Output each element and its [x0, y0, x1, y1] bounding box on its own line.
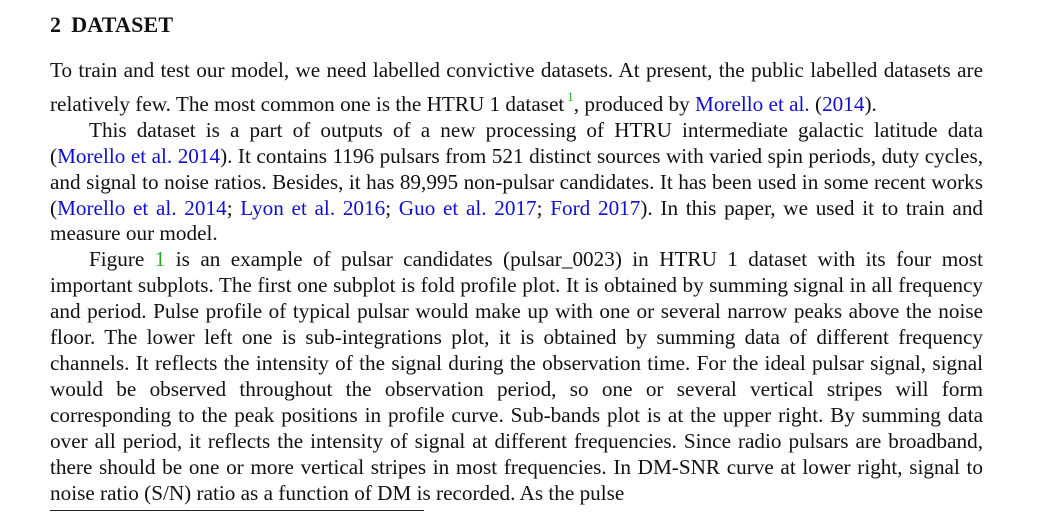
- text-run: is an example of pulsar candidates (puls…: [50, 247, 983, 505]
- citation-link[interactable]: Guo et al. 2017: [398, 195, 537, 220]
- footnote-rule: [50, 510, 424, 511]
- text-run: Figure: [89, 247, 155, 272]
- text-run: This dataset is a part of outputs of a n…: [50, 117, 983, 168]
- citation-link[interactable]: Morello et al. 2014: [57, 195, 227, 220]
- citation-link[interactable]: Morello et al. 2014: [57, 143, 221, 168]
- paragraph: To train and test our model, we need lab…: [50, 58, 983, 118]
- citation-link[interactable]: 2014: [822, 91, 865, 116]
- footnote-marker[interactable]: 1: [567, 88, 574, 104]
- text-run: ;: [226, 195, 241, 220]
- figure-reference-link[interactable]: 1: [154, 247, 166, 272]
- text-run: ).: [864, 91, 877, 116]
- paragraph: Figure 1 is an example of pulsar candida…: [50, 247, 983, 506]
- text-run: , produced by: [573, 91, 695, 116]
- text-run: ;: [385, 195, 399, 220]
- citation-link[interactable]: Lyon et al. 2016: [240, 195, 386, 220]
- citation-link[interactable]: Ford 2017: [550, 195, 641, 220]
- citation-link[interactable]: Morello et al.: [694, 91, 810, 116]
- text-run: ;: [536, 195, 551, 220]
- body-text: To train and test our model, we need lab…: [50, 58, 983, 506]
- paragraph: This dataset is a part of outputs of a n…: [50, 118, 983, 248]
- section-heading: 2 DATASET: [50, 12, 173, 38]
- section-number: 2: [50, 12, 62, 37]
- text-run: ). In this paper, we used it to train an…: [50, 195, 984, 246]
- text-run: ). It contains 1196 pulsars from 521 dis…: [50, 143, 983, 220]
- section-title: DATASET: [71, 12, 174, 37]
- text-run: To train and test our model, we need lab…: [50, 58, 983, 116]
- text-run: (: [809, 91, 823, 116]
